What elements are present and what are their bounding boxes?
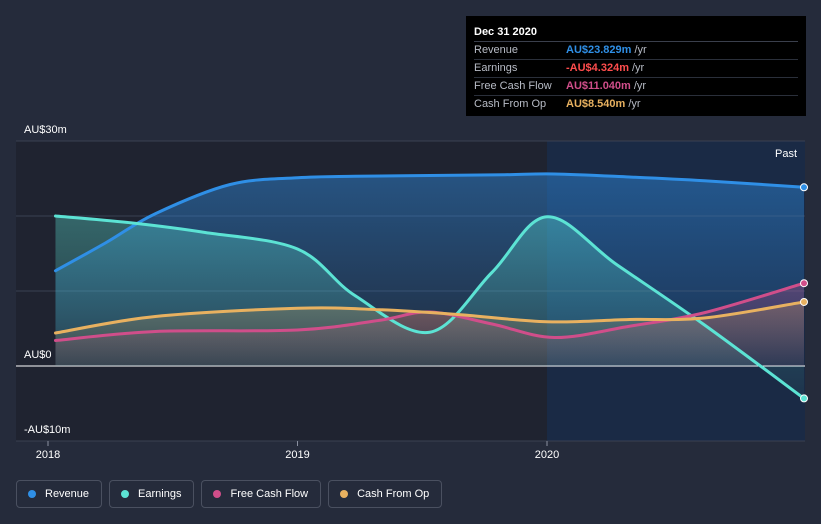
past-label: Past — [775, 148, 797, 160]
y-axis-labels: AU$30m AU$0 -AU$10m — [24, 124, 70, 436]
tooltip: Dec 31 2020 Revenue AU$23.829m /yr Earni… — [466, 16, 806, 116]
legend: Revenue Earnings Free Cash Flow Cash Fro… — [16, 480, 443, 508]
legend-label: Free Cash Flow — [230, 488, 309, 500]
tooltip-date: Dec 31 2020 — [474, 24, 798, 42]
legend-dot-icon — [340, 490, 349, 498]
tooltip-unit: /yr — [634, 44, 647, 56]
series-end-marker-earnings — [800, 394, 808, 403]
tooltip-value: -AU$4.324m — [566, 62, 629, 74]
series-end-marker-cfo — [800, 297, 808, 306]
tooltip-row-revenue: Revenue AU$23.829m /yr — [474, 42, 798, 60]
x-tick-label: 2019 — [285, 449, 309, 461]
legend-item-fcf[interactable]: Free Cash Flow — [201, 480, 322, 508]
series-line-cfo — [53, 300, 806, 335]
tooltip-row-earnings: Earnings -AU$4.324m /yr — [474, 60, 798, 78]
legend-label: Cash From Op — [357, 488, 430, 500]
y-tick-label: -AU$10m — [24, 424, 70, 436]
series-end-marker-fcf — [800, 279, 808, 288]
series-area-cfo — [55, 301, 804, 366]
series-end-markers — [800, 183, 808, 403]
tooltip-unit: /yr — [633, 80, 647, 92]
series-end-marker-revenue — [800, 183, 808, 192]
tooltip-label: Revenue — [474, 44, 519, 56]
legend-dot-icon — [28, 490, 36, 498]
legend-dot-icon — [213, 490, 222, 498]
legend-dot-icon — [121, 490, 130, 498]
x-axis-labels: 2018 2019 2020 — [36, 441, 559, 461]
legend-item-cfo[interactable]: Cash From Op — [328, 480, 443, 508]
tooltip-label: Free Cash Flow — [474, 80, 552, 92]
tooltip-value: AU$23.829m — [566, 44, 632, 56]
x-tick-label: 2020 — [535, 449, 559, 461]
series-lines — [53, 172, 806, 400]
y-tick-label: AU$30m — [24, 124, 67, 136]
x-tick-label: 2018 — [36, 449, 60, 461]
y-tick-label: AU$0 — [24, 349, 52, 361]
series-line-revenue — [53, 172, 806, 273]
chart-canvas: AU$30m AU$0 -AU$10m 2018 2019 2020 Past — [16, 124, 808, 461]
legend-label: Revenue — [45, 488, 90, 500]
tooltip-row-fcf: Free Cash Flow AU$11.040m /yr — [474, 78, 798, 96]
tooltip-label: Earnings — [474, 62, 518, 74]
legend-item-earnings[interactable]: Earnings — [109, 480, 195, 508]
tooltip-label: Cash From Op — [474, 98, 547, 110]
legend-label: Earnings — [138, 488, 182, 500]
tooltip-value: AU$11.040m — [566, 80, 631, 92]
series-areas — [55, 173, 804, 399]
tooltip-row-cfo: Cash From Op AU$8.540m /yr — [474, 96, 798, 113]
tooltip-value: AU$8.540m — [566, 98, 626, 110]
series-line-earnings — [53, 214, 806, 400]
tooltip-unit: /yr — [628, 98, 641, 110]
tooltip-unit: /yr — [631, 62, 645, 74]
legend-item-revenue[interactable]: Revenue — [16, 480, 103, 508]
